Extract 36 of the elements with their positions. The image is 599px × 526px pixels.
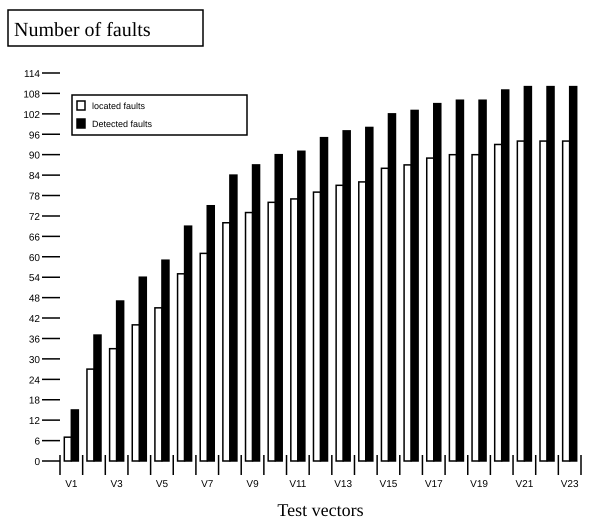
y-tick-label: 36	[28, 334, 40, 346]
legend-label: Detected faults	[92, 119, 153, 129]
y-tick-label: 66	[28, 232, 40, 244]
x-axis-title: Test vectors	[277, 500, 364, 520]
x-tick-label: V17	[424, 479, 444, 490]
y-tick-label: 24	[28, 375, 40, 386]
y-tick-label: 48	[28, 294, 40, 305]
y-tick-label: 6	[34, 436, 40, 448]
x-tick-label: V23	[560, 479, 580, 490]
y-tick-label: 42	[28, 314, 40, 326]
x-tick-label: V21	[515, 479, 534, 490]
x-tick-label: V7	[201, 479, 214, 490]
x-tick-label: V11	[289, 479, 307, 490]
y-tick-label: 18	[28, 396, 40, 407]
chart-title: Number of faults	[14, 19, 151, 41]
x-tick-label: V13	[334, 479, 352, 490]
x-tick-label: V19	[470, 479, 488, 490]
y-tick-label: 90	[28, 150, 40, 162]
y-tick-label: 114	[24, 69, 40, 80]
y-tick-label: 12	[28, 416, 40, 428]
y-tick-label: 78	[28, 192, 40, 203]
y-tick-label: 102	[23, 110, 40, 121]
x-tick-label: V9	[246, 479, 260, 490]
x-tick-label: V5	[156, 479, 168, 490]
y-tick-label: 84	[28, 171, 40, 182]
legend-label: located faults	[92, 101, 146, 111]
y-tick-label: 72	[28, 212, 40, 223]
x-tick-label: V15	[380, 479, 398, 490]
y-tick-label: 96	[28, 130, 40, 142]
y-tick-label: 0	[34, 457, 40, 468]
y-tick-label: 30	[28, 354, 40, 366]
y-tick-label: 54	[28, 273, 40, 284]
x-tick-label: V3	[110, 479, 124, 490]
x-tick-label: V1	[65, 479, 78, 490]
y-tick-label: 60	[28, 252, 40, 264]
y-tick-label: 108	[23, 89, 40, 100]
